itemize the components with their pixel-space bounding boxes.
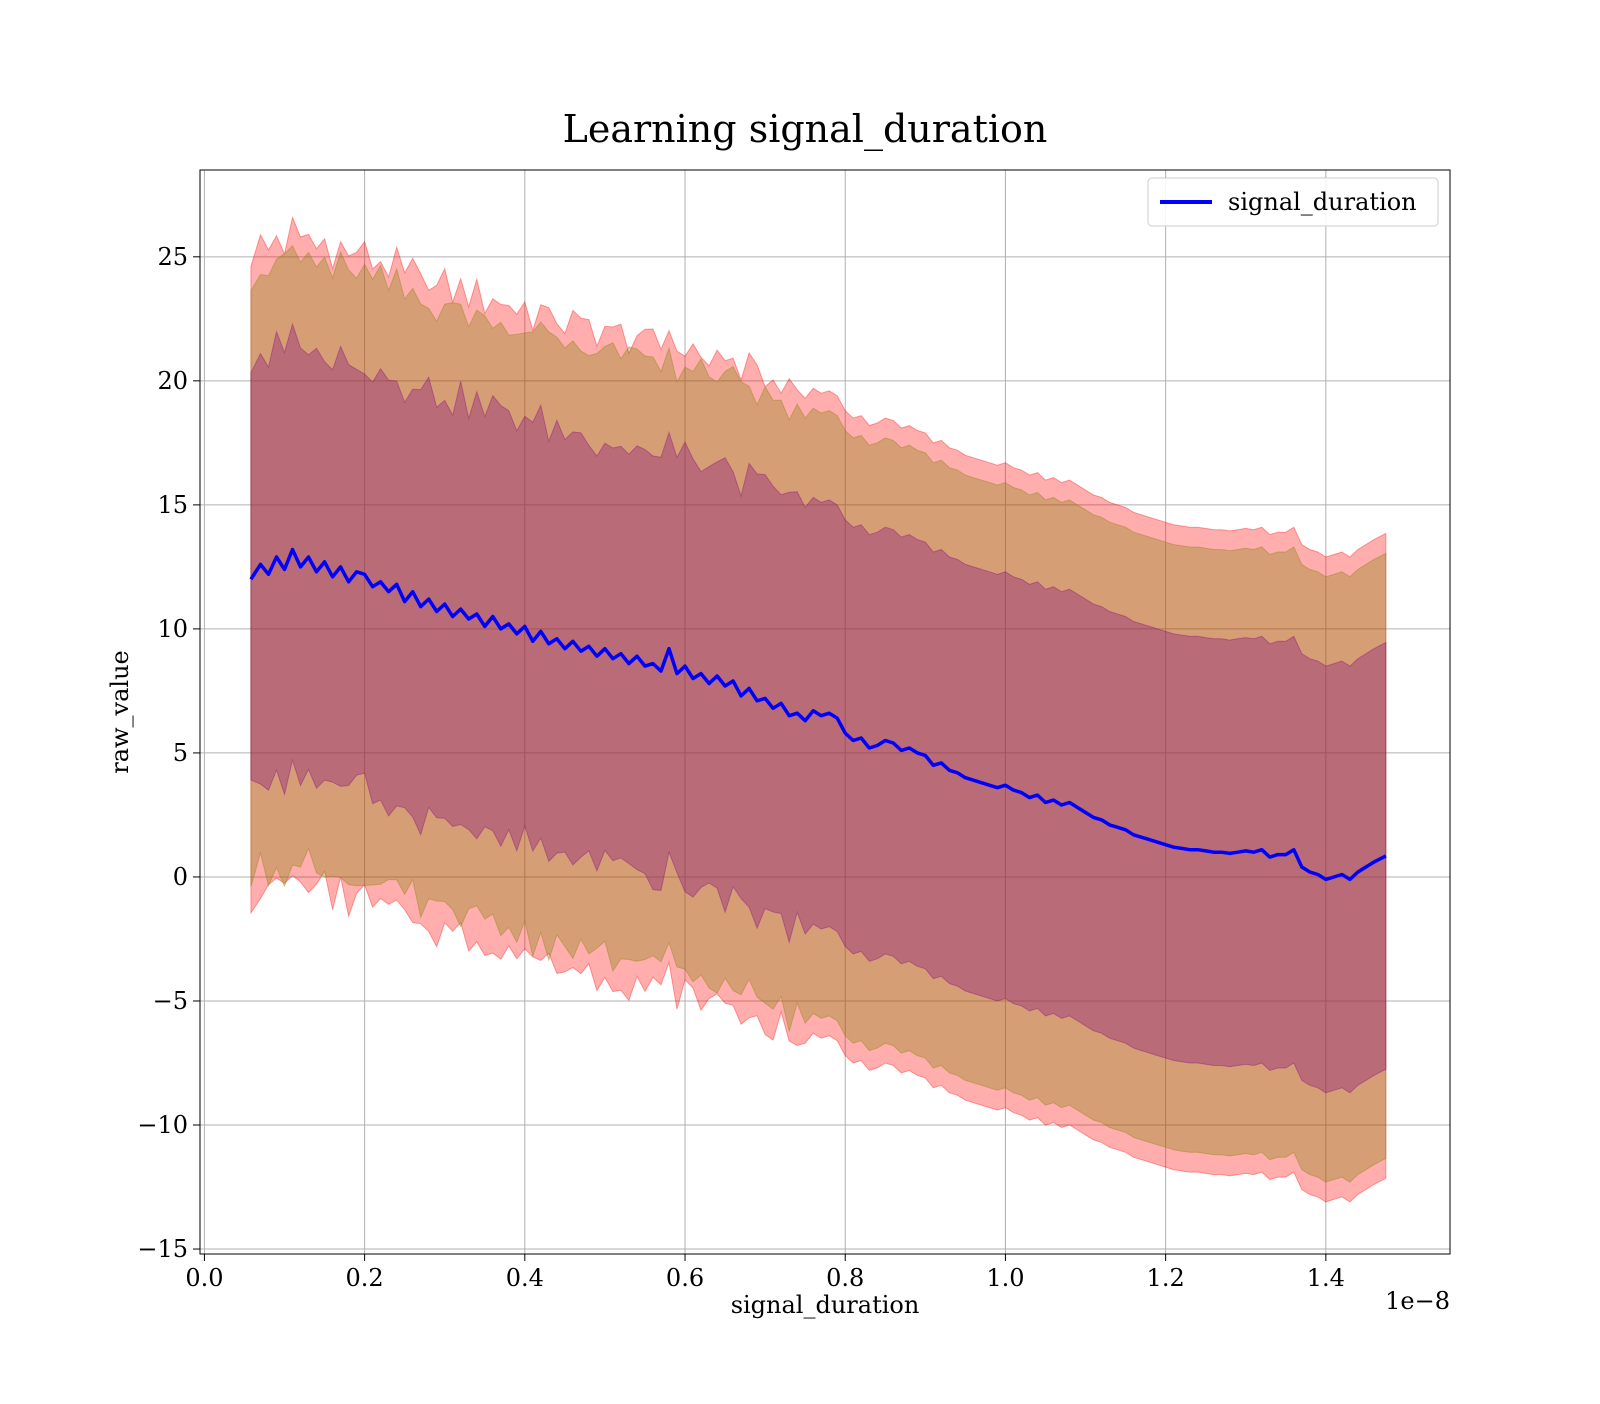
x-tick-label: 0.6 <box>666 1264 704 1292</box>
y-tick-label: 20 <box>157 367 188 395</box>
y-tick-label: −5 <box>153 987 188 1015</box>
y-tick-label: 15 <box>157 491 188 519</box>
band-outer <box>250 215 1387 1203</box>
plot-area <box>199 169 1451 1255</box>
y-tick-label: 25 <box>157 243 188 271</box>
y-tick-label: −15 <box>137 1235 188 1263</box>
x-tick-label: 0.0 <box>185 1264 223 1292</box>
grid-horizontal <box>200 256 1450 1250</box>
axes-background <box>200 170 1450 1254</box>
x-tick-label: 0.2 <box>346 1264 384 1292</box>
x-tick-label: 1.0 <box>986 1264 1024 1292</box>
band-inner <box>250 322 1387 1094</box>
y-tick-label: 10 <box>157 615 188 643</box>
x-axis-ticks: 0.0 0.2 0.4 0.6 0.8 1.0 1.2 1.4 <box>185 1254 1345 1292</box>
series-lines <box>249 547 1387 882</box>
x-tick-label: 1.2 <box>1147 1264 1185 1292</box>
x-axis-offset-text: 1e−8 <box>1385 1287 1450 1315</box>
y-axis-label: raw_value <box>106 650 134 774</box>
grid-vertical <box>203 170 1327 1254</box>
legend-box <box>1147 177 1439 227</box>
x-tick-label: 1.4 <box>1307 1264 1345 1292</box>
x-tick-label: 0.8 <box>826 1264 864 1292</box>
y-tick-label: 5 <box>173 739 188 767</box>
y-tick-label: 0 <box>173 863 188 891</box>
x-tick-label: 0.4 <box>506 1264 544 1292</box>
series-line-signal-duration <box>249 547 1387 882</box>
y-tick-label: −10 <box>137 1111 188 1139</box>
chart-title: Learning signal_duration <box>563 107 1048 152</box>
legend-label-signal-duration: signal_duration <box>1228 188 1417 216</box>
y-axis-ticks: −15 −10 −5 0 5 10 15 20 25 <box>137 243 200 1263</box>
axes-frame <box>199 169 1451 1255</box>
legend: signal_duration <box>1147 177 1439 227</box>
x-axis-label: signal_duration <box>731 1291 920 1319</box>
